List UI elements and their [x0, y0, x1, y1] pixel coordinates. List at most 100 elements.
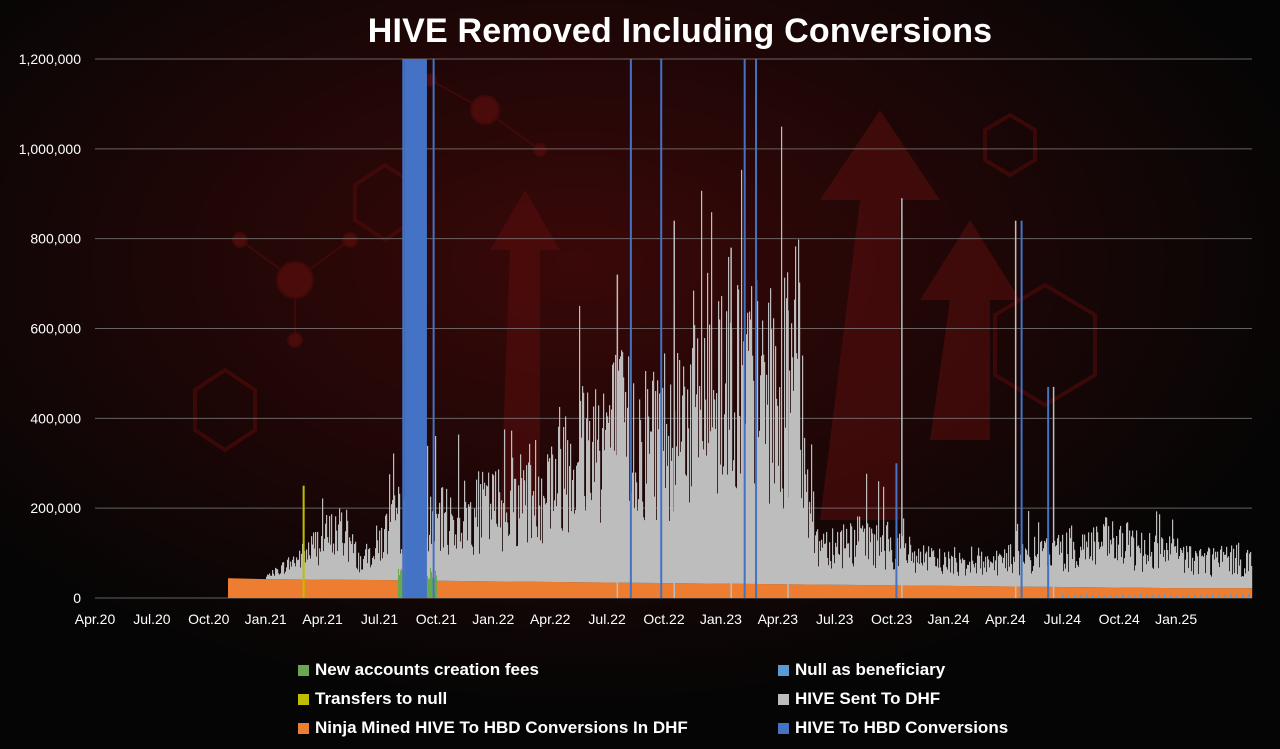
ninja-conversion-bar [634, 582, 636, 598]
x-tick-label: Jul.20 [133, 611, 171, 627]
hive-dhf-bar [515, 478, 517, 582]
ninja-conversion-bar [586, 582, 588, 598]
ninja-conversion-bar [1238, 588, 1240, 598]
hive-dhf-bar [839, 554, 841, 585]
ninja-conversion-bar [645, 582, 647, 598]
ninja-conversion-bar [825, 584, 827, 598]
hive-dhf-peak [730, 247, 732, 598]
ninja-conversion-bar [1008, 586, 1010, 598]
ninja-conversion-bar [732, 583, 734, 598]
hive-dhf-bar [278, 573, 280, 580]
hive-dhf-bar [1031, 573, 1033, 587]
hive-dhf-bar [362, 569, 364, 580]
hive-dhf-bar [520, 454, 522, 582]
hive-dhf-bar [599, 450, 601, 583]
ninja-conversion-bar [557, 582, 559, 598]
hive-dhf-bar [305, 562, 307, 580]
ninja-conversion-bar [540, 581, 542, 598]
ninja-conversion-bar [843, 584, 845, 598]
hive-dhf-bar [493, 475, 495, 582]
ninja-conversion-bar [931, 585, 933, 598]
ninja-conversion-bar [242, 578, 244, 598]
hive-dhf-bar [713, 389, 715, 584]
hive-dhf-bar [298, 559, 300, 580]
ninja-conversion-bar [506, 581, 508, 598]
hive-dhf-bar [941, 571, 943, 586]
ninja-conversion-bar [729, 583, 731, 598]
ninja-conversion-bar [680, 583, 682, 598]
ninja-conversion-bar [498, 581, 500, 598]
hive-dhf-bar [914, 551, 916, 586]
hive-dhf-bar [825, 543, 827, 585]
ninja-conversion-bar [551, 581, 553, 598]
ninja-conversion-bar [1195, 588, 1197, 598]
hive-dhf-bar [760, 375, 762, 585]
hive-dhf-bar [804, 437, 806, 585]
ninja-conversion-bar [1242, 588, 1244, 598]
hive-dhf-bar [735, 486, 737, 584]
ninja-conversion-bar [245, 578, 247, 598]
ninja-conversion-bar [357, 579, 359, 598]
ninja-conversion-bar [1161, 587, 1163, 598]
ninja-conversion-bar [799, 584, 801, 598]
ninja-conversion-bar [771, 584, 773, 598]
hive-dhf-bar [1080, 546, 1082, 588]
ninja-conversion-bar [1064, 587, 1066, 598]
null-beneficiary-bar [1104, 595, 1106, 598]
hive-dhf-bar [459, 517, 461, 581]
hive-dhf-bar [1075, 568, 1077, 588]
ninja-conversion-bar [853, 584, 855, 598]
hive-dhf-bar [1211, 576, 1213, 589]
hive-dhf-bar [1110, 539, 1112, 588]
ninja-conversion-bar [892, 585, 894, 598]
ninja-conversion-bar [943, 585, 945, 598]
ninja-conversion-bar [442, 580, 444, 598]
hive-dhf-bar [716, 393, 718, 584]
ninja-conversion-bar [769, 584, 771, 598]
ninja-conversion-bar [340, 579, 342, 598]
hive-dhf-bar [650, 431, 652, 583]
hive-dhf-bar [1097, 532, 1099, 588]
hive-dhf-bar [647, 389, 649, 583]
ninja-conversion-bar [708, 583, 710, 598]
hive-dhf-bar [538, 476, 540, 582]
hive-dhf-bar [703, 449, 705, 584]
hive-dhf-bar [963, 560, 965, 587]
hive-dhf-bar [678, 456, 680, 584]
hive-dhf-bar [737, 285, 739, 584]
ninja-conversion-bar [973, 586, 975, 598]
ninja-conversion-bar [1216, 588, 1218, 598]
hive-dhf-bar [840, 532, 842, 585]
hive-dhf-bar [998, 555, 1000, 587]
ninja-conversion-bar [814, 584, 816, 598]
hive-dhf-bar [659, 393, 661, 584]
ninja-conversion-bar [937, 585, 939, 598]
hive-dhf-bar [973, 564, 975, 587]
hive-dhf-bar [1140, 553, 1142, 588]
ninja-conversion-bar [1005, 586, 1007, 598]
ninja-conversion-bar [1109, 587, 1111, 598]
ninja-conversion-bar [644, 582, 646, 598]
ninja-conversion-bar [888, 585, 890, 598]
ninja-conversion-bar [960, 585, 962, 598]
ninja-conversion-bar [360, 579, 362, 598]
ninja-conversion-bar [508, 581, 510, 598]
hbd-conversion-bar [743, 59, 746, 598]
ninja-conversion-bar [685, 583, 687, 598]
ninja-conversion-bar [600, 582, 602, 598]
y-tick-label: 200,000 [30, 500, 81, 516]
ninja-conversion-bar [858, 584, 860, 598]
ninja-conversion-bar [1069, 587, 1071, 598]
ninja-conversion-bar [495, 581, 497, 598]
ninja-conversion-bar [968, 586, 970, 598]
ninja-conversion-bar [1006, 586, 1008, 598]
ninja-conversion-bar [1232, 588, 1234, 598]
ninja-conversion-bar [963, 586, 965, 598]
null-beneficiary-bar [1146, 595, 1148, 598]
ninja-conversion-bar [546, 581, 548, 598]
hive-dhf-bar [849, 557, 851, 585]
ninja-conversion-bar [773, 584, 775, 598]
hive-dhf-bar [1183, 546, 1185, 589]
hive-dhf-bar [358, 552, 360, 580]
hive-dhf-bar [1059, 554, 1061, 587]
